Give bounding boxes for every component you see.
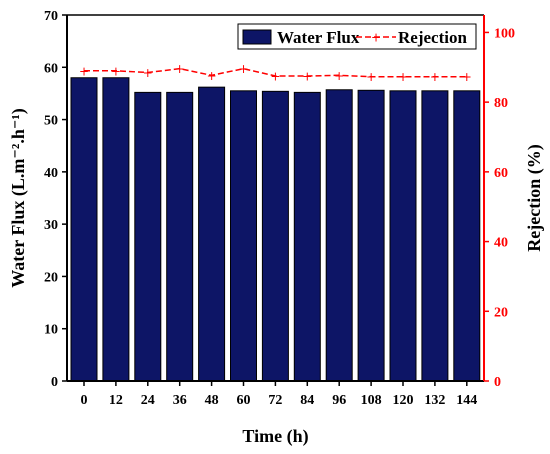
left-y-tick-label: 40 <box>44 166 58 181</box>
right-y-tick-label: 80 <box>494 96 508 111</box>
left-y-tick-label: 20 <box>44 270 58 285</box>
water-flux-bar <box>198 86 226 382</box>
x-tick-label: 108 <box>361 393 382 408</box>
water-flux-bar <box>102 77 130 382</box>
water-flux-bar <box>70 77 98 382</box>
rejection-line <box>84 67 467 78</box>
rejection-point: + <box>302 70 312 84</box>
right-y-tick-label: 60 <box>494 166 508 181</box>
rejection-point: + <box>334 69 344 83</box>
x-ticks-group: 0 12 24 36 48 60 72 84 96 108 120 132 144 <box>81 381 477 408</box>
water-flux-bar <box>134 91 162 382</box>
water-flux-bar <box>293 91 321 382</box>
rejection-point: + <box>398 70 408 84</box>
left-y-tick-label: 0 <box>51 375 58 390</box>
right-y-tick-label: 20 <box>494 305 508 320</box>
legend-water-flux-label: Water Flux <box>277 28 360 47</box>
water-flux-bar <box>261 90 289 382</box>
water-flux-bar <box>325 89 353 382</box>
water-flux-bar <box>421 90 449 382</box>
x-axis-title: Time (h) <box>242 426 308 447</box>
x-tick-label: 48 <box>205 393 219 408</box>
right-y-tick-label: 0 <box>494 375 501 390</box>
left-y-tick-label: 30 <box>44 218 58 233</box>
water-flux-bar <box>230 90 257 382</box>
rejection-point: + <box>79 64 89 78</box>
x-tick-label: 12 <box>109 393 123 408</box>
rejection-point: + <box>430 70 440 84</box>
x-tick-label: 84 <box>300 393 314 408</box>
legend-rejection-label: Rejection <box>398 28 467 47</box>
x-tick-label: 72 <box>268 393 282 408</box>
x-tick-label: 0 <box>81 393 88 408</box>
x-tick-label: 24 <box>141 393 155 408</box>
rejection-point: + <box>111 64 121 78</box>
left-y-tick-label: 50 <box>44 114 58 129</box>
bars-group <box>70 77 481 382</box>
right-y-tick-label: 40 <box>494 236 508 251</box>
rejection-point: + <box>462 70 472 84</box>
rejection-point: + <box>270 70 280 84</box>
right-y-tick-label: 100 <box>494 26 515 41</box>
rejection-point: + <box>143 66 153 80</box>
left-y-tick-label: 10 <box>44 323 58 338</box>
rejection-point: + <box>238 62 248 76</box>
left-y-tick-label: 60 <box>44 61 58 76</box>
x-tick-label: 120 <box>393 393 414 408</box>
left-y-axis-title: Water Flux (L.m⁻².h⁻¹) <box>8 108 29 287</box>
x-tick-label: 60 <box>237 393 251 408</box>
x-tick-label: 144 <box>456 393 477 408</box>
water-flux-bar <box>453 90 481 382</box>
legend-rejection-marker: + <box>371 31 381 45</box>
right-y-ticks-group: 0 20 40 60 80 100 <box>484 26 515 390</box>
x-tick-label: 36 <box>173 393 187 408</box>
rejection-point: + <box>175 62 185 76</box>
water-flux-bar <box>389 90 417 382</box>
right-y-axis-title: Rejection (%) <box>524 144 545 251</box>
left-y-tick-label: 70 <box>44 9 58 24</box>
legend: Water Flux + Rejection <box>237 23 477 50</box>
left-y-ticks-group: 0 10 20 30 40 50 60 70 <box>44 9 67 390</box>
rejection-point: + <box>207 69 217 83</box>
rejection-point: + <box>366 70 376 84</box>
x-tick-label: 96 <box>332 393 346 408</box>
rejection-line-group: + + + + + + + + + + + + + <box>79 62 472 84</box>
water-flux-bar <box>357 89 385 382</box>
legend-water-flux-swatch <box>242 29 272 45</box>
water-flux-bar <box>166 91 194 382</box>
x-tick-label: 132 <box>424 393 445 408</box>
